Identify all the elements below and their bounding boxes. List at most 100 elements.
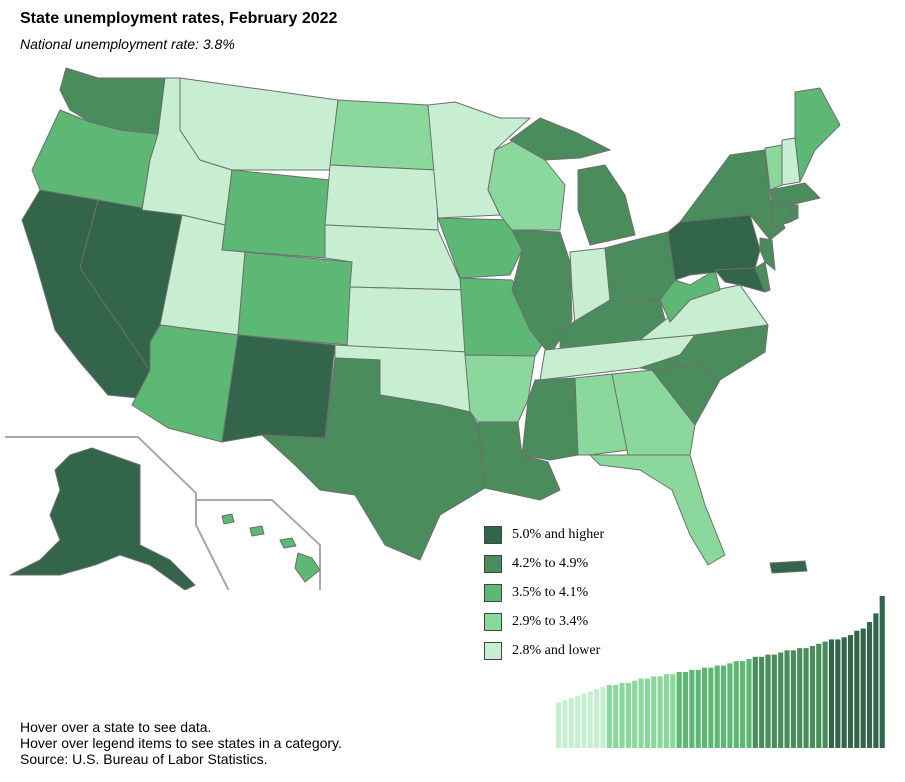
territory-puerto-rico[interactable]	[769, 560, 808, 574]
state-kansas[interactable]	[346, 286, 469, 353]
state-maryland[interactable]	[714, 267, 766, 293]
rank-bar[interactable]	[600, 687, 606, 748]
rank-bar[interactable]	[575, 695, 581, 748]
rank-bar[interactable]	[860, 628, 866, 748]
state-louisiana[interactable]	[477, 421, 561, 501]
rank-bar[interactable]	[828, 639, 835, 748]
legend-swatch	[484, 612, 502, 631]
rank-bar[interactable]	[752, 656, 758, 748]
state-hawaii-maui[interactable]	[279, 537, 297, 549]
state-michigan-upper[interactable]	[509, 117, 611, 161]
state-north-carolina[interactable]	[639, 324, 769, 381]
rank-bar[interactable]	[816, 643, 822, 748]
state-texas[interactable]	[261, 357, 486, 561]
legend-swatch	[484, 554, 502, 573]
rank-bar[interactable]	[594, 689, 600, 748]
rank-bar[interactable]	[632, 680, 638, 748]
state-arkansas[interactable]	[464, 354, 536, 423]
rank-bar[interactable]	[727, 663, 733, 748]
rank-bar[interactable]	[765, 654, 771, 748]
rank-bar[interactable]	[644, 678, 650, 748]
state-hawaii-kauai[interactable]	[221, 513, 235, 525]
rank-bar[interactable]	[670, 674, 676, 748]
rank-bar[interactable]	[619, 682, 625, 748]
state-delaware[interactable]	[754, 261, 771, 293]
rank-bar[interactable]	[879, 596, 885, 748]
rank-bar-chart	[556, 596, 885, 748]
legend-item-2-8-and-lower[interactable]: 2.8% and lower	[484, 636, 604, 665]
state-new-mexico[interactable]	[221, 334, 336, 443]
rank-bar[interactable]	[740, 661, 746, 748]
rank-bar[interactable]	[682, 672, 689, 748]
rank-bar[interactable]	[771, 654, 777, 748]
rank-bar[interactable]	[689, 669, 695, 748]
rank-bar[interactable]	[625, 682, 631, 748]
state-iowa[interactable]	[437, 217, 523, 279]
rank-bar[interactable]	[606, 685, 612, 748]
us-state-map	[5, 67, 841, 590]
rank-bar[interactable]	[701, 667, 708, 748]
rank-bar[interactable]	[651, 676, 657, 748]
rank-bar[interactable]	[778, 652, 784, 748]
hawaii-inset-border	[195, 499, 321, 590]
state-georgia[interactable]	[611, 369, 696, 456]
rank-bar[interactable]	[613, 685, 619, 748]
rank-bar[interactable]	[568, 698, 574, 748]
state-south-dakota[interactable]	[324, 164, 439, 231]
state-connecticut[interactable]	[771, 204, 791, 229]
rank-bar[interactable]	[587, 691, 593, 748]
rank-bar[interactable]	[676, 672, 682, 748]
legend: 5.0% and higher 4.2% to 4.9% 3.5% to 4.1…	[484, 520, 604, 665]
rank-bar[interactable]	[733, 661, 739, 748]
state-colorado[interactable]	[237, 251, 353, 346]
rank-bar[interactable]	[784, 650, 790, 748]
rank-bar[interactable]	[581, 693, 587, 748]
rank-bar[interactable]	[835, 639, 841, 748]
state-hawaii-oahu[interactable]	[249, 525, 265, 537]
legend-item-5-and-higher[interactable]: 5.0% and higher	[484, 520, 604, 549]
rank-bar[interactable]	[847, 635, 854, 748]
legend-item-3-5-to-4-1[interactable]: 3.5% to 4.1%	[484, 578, 604, 607]
legend-item-4-2-to-4-9[interactable]: 4.2% to 4.9%	[484, 549, 604, 578]
state-alabama[interactable]	[574, 373, 629, 456]
rank-bar[interactable]	[866, 622, 873, 748]
rank-bar[interactable]	[721, 665, 727, 748]
legend-label: 2.8% and lower	[512, 642, 601, 658]
rank-bar[interactable]	[759, 656, 765, 748]
state-rhode-island[interactable]	[789, 204, 799, 223]
rank-bar[interactable]	[873, 613, 879, 748]
state-mississippi[interactable]	[521, 377, 579, 461]
rank-bar[interactable]	[663, 674, 670, 748]
state-new-jersey[interactable]	[759, 237, 776, 271]
rank-bar[interactable]	[822, 641, 828, 748]
state-ohio[interactable]	[604, 231, 676, 303]
state-hawaii-big-island[interactable]	[294, 552, 321, 583]
rank-bar[interactable]	[854, 630, 860, 748]
legend-label: 3.5% to 4.1%	[512, 584, 589, 600]
rank-bar[interactable]	[809, 645, 815, 748]
rank-bar[interactable]	[790, 650, 796, 748]
state-west-virginia[interactable]	[659, 269, 721, 323]
rank-bar[interactable]	[562, 700, 568, 748]
rank-bar[interactable]	[556, 702, 562, 748]
state-massachusetts[interactable]	[769, 182, 821, 206]
rank-bar[interactable]	[746, 658, 752, 748]
state-north-dakota[interactable]	[329, 99, 437, 171]
rank-bar[interactable]	[797, 648, 803, 748]
state-maine[interactable]	[794, 87, 841, 183]
state-florida[interactable]	[589, 454, 726, 566]
rank-bar[interactable]	[695, 669, 701, 748]
rank-bar[interactable]	[638, 678, 644, 748]
rank-bar[interactable]	[841, 637, 847, 748]
state-montana[interactable]	[179, 77, 339, 171]
rank-bar[interactable]	[714, 665, 720, 748]
state-michigan-lower[interactable]	[577, 164, 636, 246]
legend-item-2-9-to-3-4[interactable]: 2.9% to 3.4%	[484, 607, 604, 636]
rank-bar[interactable]	[657, 676, 663, 748]
rank-bar[interactable]	[708, 667, 714, 748]
state-wyoming[interactable]	[221, 169, 331, 259]
hover-state-hint: Hover over a state to see data.	[20, 719, 212, 735]
alaska-inset-border	[5, 436, 230, 590]
state-alaska[interactable]	[9, 447, 196, 590]
rank-bar[interactable]	[803, 648, 809, 748]
